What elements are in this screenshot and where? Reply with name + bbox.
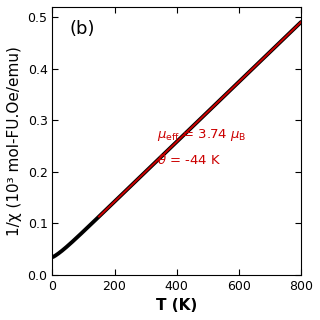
Text: (b): (b) (70, 20, 95, 38)
Text: $\mu_{\rm eff}$ = 3.74 $\mu_{\rm B}$: $\mu_{\rm eff}$ = 3.74 $\mu_{\rm B}$ (157, 127, 246, 143)
Y-axis label: 1/χ (10³ mol-FU.Oe/emu): 1/χ (10³ mol-FU.Oe/emu) (7, 46, 22, 236)
Text: $\theta$ = -44 K: $\theta$ = -44 K (157, 153, 221, 166)
X-axis label: T (K): T (K) (156, 298, 197, 313)
